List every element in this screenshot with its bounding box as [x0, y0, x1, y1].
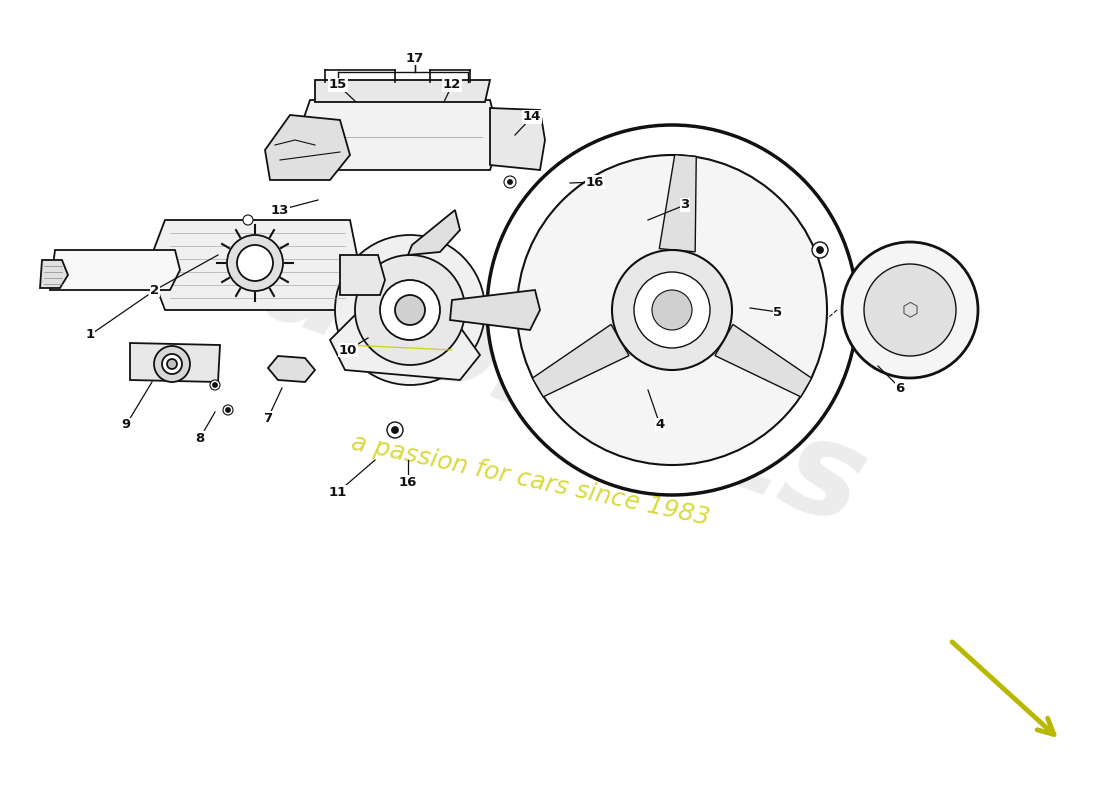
Circle shape — [223, 405, 233, 415]
Polygon shape — [268, 356, 315, 382]
Circle shape — [336, 235, 485, 385]
Text: 16: 16 — [586, 175, 604, 189]
Text: 8: 8 — [196, 431, 205, 445]
Circle shape — [226, 408, 230, 412]
Circle shape — [864, 264, 956, 356]
Polygon shape — [50, 250, 180, 290]
Polygon shape — [532, 325, 629, 397]
Text: 14: 14 — [522, 110, 541, 123]
Text: 1: 1 — [86, 329, 95, 342]
Text: a passion for cars since 1983: a passion for cars since 1983 — [349, 430, 712, 530]
Circle shape — [392, 427, 398, 433]
Circle shape — [612, 250, 732, 370]
Circle shape — [213, 383, 217, 387]
Polygon shape — [40, 260, 68, 288]
Circle shape — [842, 242, 978, 378]
Text: ⬡: ⬡ — [902, 301, 918, 319]
Text: 7: 7 — [263, 411, 273, 425]
Circle shape — [355, 255, 465, 365]
Polygon shape — [659, 154, 696, 252]
Circle shape — [504, 176, 516, 188]
Polygon shape — [298, 100, 500, 170]
Text: 10: 10 — [339, 343, 358, 357]
Text: 6: 6 — [895, 382, 904, 394]
Circle shape — [167, 359, 177, 369]
Polygon shape — [148, 220, 360, 310]
Polygon shape — [265, 115, 350, 180]
Circle shape — [162, 354, 182, 374]
Text: 12: 12 — [443, 78, 461, 91]
Circle shape — [395, 295, 425, 325]
Polygon shape — [450, 290, 540, 330]
Text: 3: 3 — [681, 198, 690, 211]
Text: 9: 9 — [121, 418, 131, 431]
Text: 17: 17 — [406, 51, 425, 65]
Circle shape — [210, 380, 220, 390]
Text: 11: 11 — [329, 486, 348, 498]
Text: 16: 16 — [399, 475, 417, 489]
Polygon shape — [715, 325, 812, 397]
Circle shape — [508, 180, 512, 184]
Circle shape — [817, 247, 823, 253]
Polygon shape — [490, 108, 544, 170]
Circle shape — [487, 125, 857, 495]
Text: euroParts: euroParts — [158, 186, 882, 554]
Text: 15: 15 — [329, 78, 348, 91]
Polygon shape — [408, 210, 460, 255]
Circle shape — [379, 280, 440, 340]
Circle shape — [236, 245, 273, 281]
Circle shape — [652, 290, 692, 330]
Circle shape — [634, 272, 710, 348]
Circle shape — [243, 215, 253, 225]
Polygon shape — [130, 343, 220, 382]
Circle shape — [812, 242, 828, 258]
Polygon shape — [315, 80, 490, 102]
Text: 13: 13 — [271, 203, 289, 217]
Circle shape — [517, 155, 827, 465]
Polygon shape — [340, 255, 385, 295]
Polygon shape — [330, 315, 480, 380]
Circle shape — [387, 422, 403, 438]
Text: 2: 2 — [151, 283, 160, 297]
Circle shape — [154, 346, 190, 382]
Circle shape — [227, 235, 283, 291]
Text: 4: 4 — [656, 418, 664, 431]
Text: 5: 5 — [773, 306, 782, 318]
